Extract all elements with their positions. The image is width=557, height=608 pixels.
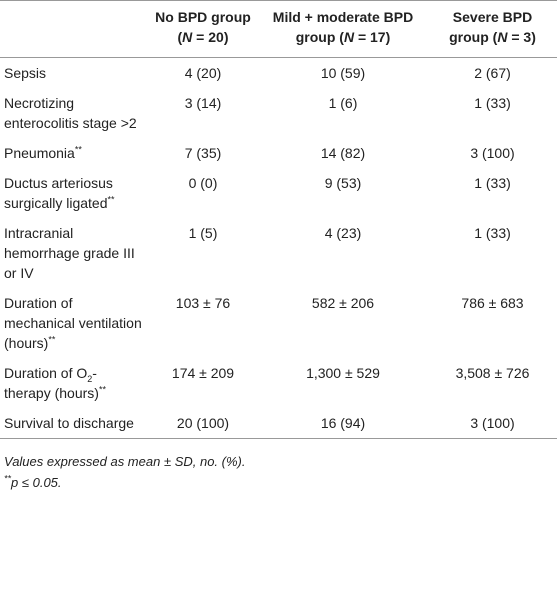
cell-value: 1 (33): [474, 175, 511, 191]
label-text: -therapy (hours): [4, 365, 99, 401]
header-text: Severe BPD group (: [449, 9, 533, 45]
footnote-text: Values expressed as mean ± SD, no. (%).: [4, 454, 246, 469]
column-header: Mild + moderate BPD group (N = 17): [258, 1, 428, 58]
footnote: Values expressed as mean ± SD, no. (%).: [4, 451, 553, 472]
footnote-text: p ≤ 0.05.: [11, 475, 62, 490]
column-header: Severe BPD group (N = 3): [428, 1, 557, 58]
footnotes: Values expressed as mean ± SD, no. (%). *…: [0, 439, 557, 493]
cell-value: 10 (59): [320, 65, 366, 81]
row-label: Ductus arteriosus surgically ligated**: [0, 168, 148, 218]
cell-value: 7 (35): [184, 145, 222, 161]
significance-mark: **: [98, 384, 106, 395]
cell-value: 1 (33): [474, 225, 511, 241]
row-label: Intracranial hemorrhage grade III or IV: [0, 218, 148, 288]
header-rest: = 17): [354, 29, 391, 45]
row-label: Necrotizing enterocolitis stage >2: [0, 88, 148, 138]
column-header: No BPD group (N = 20): [148, 1, 258, 58]
cell-value: 3 (14): [184, 95, 222, 111]
table-body: Sepsis 4 (20) 10 (59) 2 (67) Necrotizing ent…: [0, 58, 557, 439]
label-text: Sepsis: [4, 65, 47, 81]
cell-value: 3,508 ± 726: [455, 365, 530, 381]
significance-mark: **: [107, 194, 115, 205]
header-text: Mild + moderate BPD group (: [272, 9, 414, 45]
row-label: Pneumonia**: [0, 138, 148, 168]
table-row: Duration of mechanical ventilation (hour…: [0, 288, 557, 358]
row-label: Sepsis: [0, 58, 148, 89]
corner-cell: [0, 1, 148, 58]
table-row: Ductus arteriosus surgically ligated** 0 …: [0, 168, 557, 218]
table-row: Necrotizing enterocolitis stage >2 3 (14)…: [0, 88, 557, 138]
table-row: Pneumonia** 7 (35) 14 (82) 3 (100): [0, 138, 557, 168]
header-row: No BPD group (N = 20) Mild + moderate BPD…: [0, 0, 557, 58]
footnote-mark: **: [4, 473, 12, 484]
footnote: **p ≤ 0.05.: [4, 472, 553, 493]
label-text: Ductus arteriosus surgically ligated: [4, 175, 113, 211]
cell-value: 2 (67): [474, 65, 511, 81]
row-label: Duration of O2-therapy (hours)**: [0, 358, 148, 408]
cell-value: 16 (94): [320, 415, 366, 431]
cell-value: 4 (20): [184, 65, 222, 81]
label-text: Pneumonia: [4, 145, 75, 161]
cell-value: 4 (23): [324, 225, 362, 241]
label-text: Survival to discharge: [4, 415, 134, 431]
row-label: Survival to discharge: [0, 408, 148, 439]
cell-value: 20 (100): [176, 415, 230, 431]
label-subscript: 2: [87, 373, 93, 384]
cell-value: 1 (5): [188, 225, 218, 241]
table-row: Sepsis 4 (20) 10 (59) 2 (67): [0, 58, 557, 89]
label-text: Intracranial hemorrhage grade III or IV: [4, 225, 135, 281]
cell-value: 14 (82): [320, 145, 366, 161]
header-rest: = 20): [192, 29, 229, 45]
header-rest: = 3): [507, 29, 536, 45]
cell-value: 103 ± 76: [175, 295, 231, 311]
label-text: Duration of mechanical ventilation (hour…: [4, 295, 142, 351]
header-n: N: [343, 29, 355, 45]
cell-value: 3 (100): [470, 145, 515, 161]
table-row: Intracranial hemorrhage grade III or IV 1…: [0, 218, 557, 288]
data-table: No BPD group (N = 20) Mild + moderate BPD…: [0, 0, 557, 439]
label-text: Duration of O: [4, 365, 88, 381]
header-n: N: [497, 29, 508, 45]
header-n: N: [182, 29, 193, 45]
cell-value: 786 ± 683: [461, 295, 524, 311]
cell-value: 1,300 ± 529: [306, 365, 380, 381]
cell-value: 174 ± 209: [171, 365, 235, 381]
label-text: Necrotizing enterocolitis stage >2: [4, 95, 137, 131]
row-label: Duration of mechanical ventilation (hour…: [0, 288, 148, 358]
cell-value: 1 (33): [474, 95, 511, 111]
cell-value: 582 ± 206: [311, 295, 375, 311]
table-row: Survival to discharge 20 (100) 16 (94) 3 (1…: [0, 408, 557, 439]
significance-mark: **: [74, 144, 82, 155]
cell-value: 3 (100): [470, 415, 515, 431]
header-text: No BPD group (: [155, 9, 251, 45]
cell-value: 9 (53): [324, 175, 362, 191]
cell-value: 1 (6): [328, 95, 358, 111]
significance-mark: **: [48, 334, 56, 345]
cell-value: 0 (0): [188, 175, 218, 191]
table-row: Duration of O2-therapy (hours)** 174 ± 20…: [0, 358, 557, 408]
table-head: No BPD group (N = 20) Mild + moderate BPD…: [0, 0, 557, 58]
